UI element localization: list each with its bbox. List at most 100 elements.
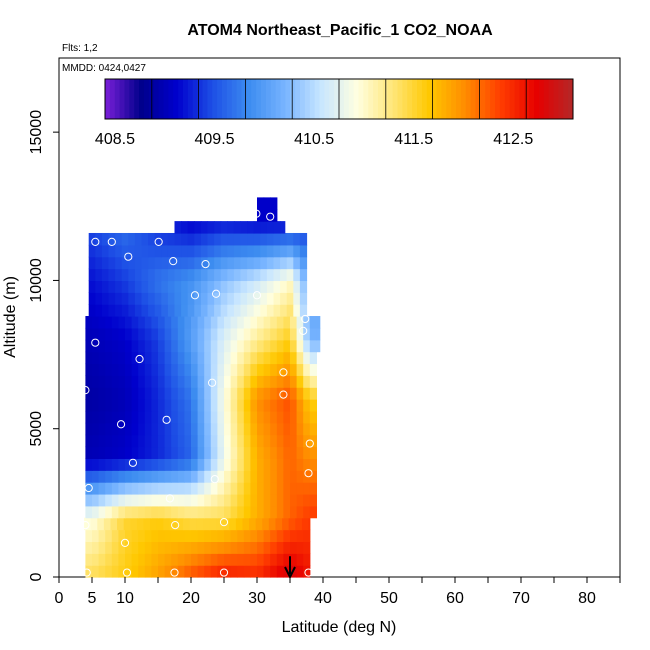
heatmap-cell: [161, 292, 169, 305]
heatmap-cell: [138, 446, 146, 459]
heatmap-cell: [210, 387, 218, 400]
heatmap-cell: [171, 410, 179, 424]
heatmap-cell: [105, 541, 113, 554]
heatmap-cell: [309, 470, 317, 483]
heatmap-cell: [197, 493, 205, 507]
heatmap-cell: [181, 244, 189, 258]
heatmap-cell: [296, 316, 304, 329]
heatmap-cell: [167, 292, 176, 305]
heatmap-cell: [233, 244, 242, 258]
heatmap-cell: [270, 541, 278, 554]
heatmap-cell: [164, 327, 172, 341]
heatmap-cell: [174, 292, 182, 305]
heatmap-cell: [151, 316, 159, 329]
heatmap-cell: [118, 422, 126, 436]
heatmap-cell: [250, 351, 258, 365]
heatmap-cell: [118, 529, 126, 543]
heatmap-cell: [177, 482, 185, 495]
heatmap-cell: [204, 553, 212, 566]
heatmap-cell: [118, 410, 126, 424]
heatmap-cell: [131, 422, 139, 436]
y-axis: 0 5000 10000 15000: [28, 110, 59, 581]
colorbar-segment: [495, 79, 501, 119]
heatmap-cell: [167, 280, 176, 293]
heatmap-cell: [204, 470, 212, 483]
heatmap-cell: [237, 434, 245, 448]
heatmap-cell: [303, 375, 311, 388]
heatmap-cell: [257, 197, 265, 210]
heatmap-cell: [230, 493, 238, 507]
heatmap-cell: [204, 434, 212, 448]
heatmap-cell: [177, 458, 185, 471]
heatmap-cell: [263, 399, 271, 412]
heatmap-cell: [141, 292, 149, 305]
heatmap-layer: [84, 197, 321, 578]
x-tick-label: 30: [248, 590, 266, 607]
heatmap-cell: [270, 434, 278, 448]
heatmap-cell: [184, 553, 192, 566]
heatmap-cell: [290, 482, 298, 495]
heatmap-cell: [299, 280, 308, 293]
heatmap-cell: [151, 458, 159, 471]
heatmap-cell: [197, 565, 205, 578]
heatmap-cell: [299, 304, 308, 317]
heatmap-cell: [229, 517, 237, 531]
colorbar-segment: [251, 79, 257, 119]
heatmap-cell: [243, 399, 251, 412]
colorbar-segment: [285, 79, 291, 119]
heatmap-cell: [283, 327, 291, 341]
heatmap-cell: [243, 327, 251, 341]
heatmap-cell: [125, 434, 133, 448]
heatmap-cell: [237, 565, 245, 578]
heatmap-cell: [200, 244, 209, 258]
heatmap-cell: [134, 280, 143, 293]
heatmap-cell: [171, 434, 179, 448]
heatmap-cell: [131, 458, 139, 471]
heatmap-cell: [125, 470, 133, 483]
heatmap-cell: [197, 363, 205, 376]
heatmap-cell: [233, 304, 242, 317]
colorbar-segment: [548, 79, 555, 119]
heatmap-cell: [257, 458, 265, 471]
heatmap-cell: [230, 316, 238, 329]
heatmap-cell: [257, 339, 265, 353]
heatmap-cell: [257, 363, 265, 376]
heatmap-cell: [177, 316, 185, 329]
heatmap-cell: [95, 268, 103, 282]
heatmap-cell: [171, 327, 179, 341]
heatmap-cell: [84, 517, 92, 531]
heatmap-cell: [250, 410, 258, 424]
heatmap-cell: [191, 458, 199, 471]
heatmap-cell: [121, 304, 129, 317]
heatmap-cell: [164, 363, 172, 376]
heatmap-cell: [118, 387, 126, 400]
heatmap-cell: [92, 529, 100, 543]
heatmap-cell: [293, 292, 301, 305]
heatmap-cell: [184, 422, 192, 436]
heatmap-cell: [217, 529, 225, 543]
heatmap-cell: [95, 256, 103, 270]
heatmap-cell: [105, 327, 113, 341]
flight-track-point: [169, 257, 178, 266]
heatmap-cell: [191, 565, 199, 578]
heatmap-cell: [276, 422, 284, 436]
heatmap-cell: [270, 197, 278, 210]
heatmap-cell: [115, 256, 123, 270]
heatmap-cell: [266, 280, 275, 293]
heatmap-cell: [85, 351, 93, 365]
heatmap-cell: [260, 280, 268, 293]
heatmap-cell: [250, 339, 258, 353]
heatmap-cell: [237, 505, 245, 519]
heatmap-cell: [105, 387, 113, 400]
heatmap-cell: [230, 541, 238, 554]
heatmap-cell: [85, 327, 93, 341]
heatmap-cell: [158, 387, 166, 400]
heatmap-cell: [247, 256, 255, 270]
heatmap-cell: [85, 387, 93, 400]
heatmap-cell: [257, 493, 265, 507]
heatmap-cell: [270, 553, 278, 566]
heatmap-cell: [247, 221, 255, 234]
heatmap-cell: [237, 399, 245, 412]
colorbar-segment: [300, 79, 306, 119]
heatmap-cell: [118, 505, 126, 519]
